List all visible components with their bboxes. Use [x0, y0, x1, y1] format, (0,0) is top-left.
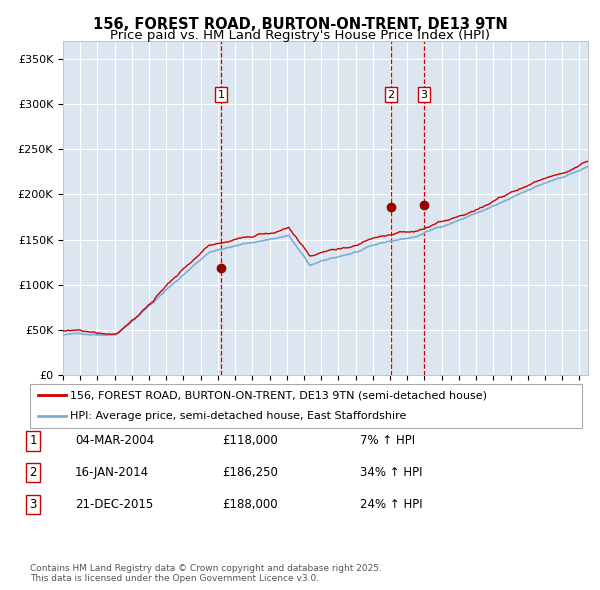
Text: 34% ↑ HPI: 34% ↑ HPI — [360, 466, 422, 479]
Text: 2: 2 — [29, 466, 37, 479]
Text: 3: 3 — [421, 90, 427, 100]
Text: £118,000: £118,000 — [222, 434, 278, 447]
Text: £186,250: £186,250 — [222, 466, 278, 479]
Text: 156, FOREST ROAD, BURTON-ON-TRENT, DE13 9TN: 156, FOREST ROAD, BURTON-ON-TRENT, DE13 … — [92, 17, 508, 31]
Text: £188,000: £188,000 — [222, 498, 278, 511]
Text: 1: 1 — [29, 434, 37, 447]
Text: 156, FOREST ROAD, BURTON-ON-TRENT, DE13 9TN (semi-detached house): 156, FOREST ROAD, BURTON-ON-TRENT, DE13 … — [70, 391, 487, 401]
Text: 7% ↑ HPI: 7% ↑ HPI — [360, 434, 415, 447]
Text: HPI: Average price, semi-detached house, East Staffordshire: HPI: Average price, semi-detached house,… — [70, 411, 406, 421]
Text: 3: 3 — [29, 498, 37, 511]
Text: 21-DEC-2015: 21-DEC-2015 — [75, 498, 153, 511]
FancyBboxPatch shape — [30, 384, 582, 428]
Text: 1: 1 — [217, 90, 224, 100]
Text: 24% ↑ HPI: 24% ↑ HPI — [360, 498, 422, 511]
Text: 16-JAN-2014: 16-JAN-2014 — [75, 466, 149, 479]
Text: 2: 2 — [387, 90, 394, 100]
Text: Price paid vs. HM Land Registry's House Price Index (HPI): Price paid vs. HM Land Registry's House … — [110, 30, 490, 42]
Text: Contains HM Land Registry data © Crown copyright and database right 2025.
This d: Contains HM Land Registry data © Crown c… — [30, 563, 382, 583]
Text: 04-MAR-2004: 04-MAR-2004 — [75, 434, 154, 447]
